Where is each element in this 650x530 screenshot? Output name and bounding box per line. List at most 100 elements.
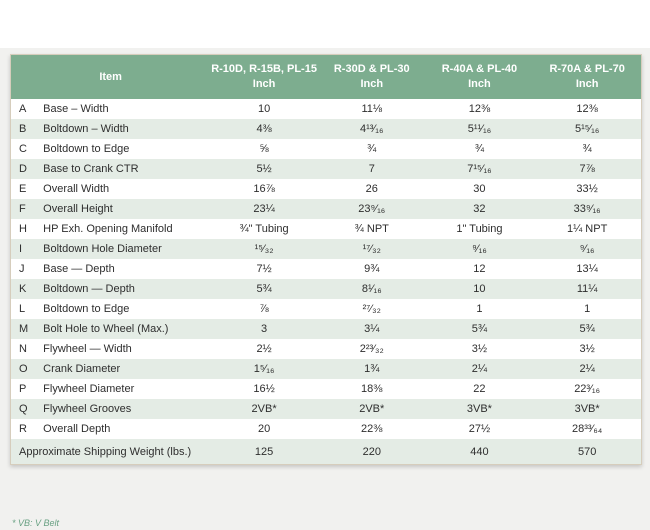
row-value: ²⁷⁄₃₂ xyxy=(362,303,381,315)
row-value: ⁹⁄₁₆ xyxy=(472,243,487,255)
content-area: Item R-10D, R-15B, PL-15 Inch R-30D & PL… xyxy=(0,48,650,530)
spec-table: Item R-10D, R-15B, PL-15 Inch R-30D & PL… xyxy=(11,55,641,464)
row-value: 1⁵⁄₁₆ xyxy=(253,363,275,375)
row-value: 16⅞ xyxy=(253,183,275,195)
row-letter: J xyxy=(19,263,25,275)
row-value: 8¹⁄₁₆ xyxy=(361,283,382,295)
row-item-label: Overall Depth xyxy=(43,423,111,435)
row-letter: E xyxy=(19,183,27,195)
row-value: 22 xyxy=(473,383,486,395)
row-value: ¾" Tubing xyxy=(239,223,289,235)
row-item-label: Base — Depth xyxy=(43,263,115,275)
column-unit-label: Inch xyxy=(468,78,491,90)
row-value: 3½ xyxy=(579,343,595,355)
column-model-label: R-30D & PL-30 xyxy=(333,63,410,76)
column-header-r70a: R-70A & PL-70 Inch xyxy=(533,55,641,99)
row-value: 27½ xyxy=(468,423,491,435)
row-value: 1¼ NPT xyxy=(566,223,608,235)
row-value: 5½ xyxy=(256,163,272,175)
table-row: I Boltdown Hole Diameter ¹⁵⁄₃₂ ¹⁷⁄₃₂ ⁹⁄₁₆ ⁹⁄₁… xyxy=(11,239,641,259)
row-value: 10 xyxy=(257,103,271,115)
row-value: 12⅜ xyxy=(576,103,598,115)
table-row: N Flywheel — Width 2½ 2²³⁄₃₂ 3½ 3½ xyxy=(11,339,641,359)
spec-table-card: Item R-10D, R-15B, PL-15 Inch R-30D & PL… xyxy=(10,54,642,465)
row-item-label: Overall Height xyxy=(43,203,113,215)
row-item-label: Bolt Hole to Wheel (Max.) xyxy=(43,323,169,335)
row-value: 1¾ xyxy=(364,363,380,375)
row-value: 23¼ xyxy=(253,203,275,215)
row-value: 3VB* xyxy=(574,403,600,415)
row-item-label: Boltdown — Depth xyxy=(43,283,135,295)
shipping-weight-value: 440 xyxy=(425,439,534,464)
column-unit-label: Inch xyxy=(252,78,276,90)
row-letter: B xyxy=(19,123,27,135)
row-letter: P xyxy=(19,383,27,395)
row-item-label: HP Exh. Opening Manifold xyxy=(43,223,173,235)
row-value: 1 xyxy=(476,303,483,315)
table-row: A Base – Width 10 11⅛ 12⅜ 12⅜ xyxy=(11,99,641,119)
row-value: 5¹¹⁄₁₆ xyxy=(467,123,492,135)
row-value: 9¾ xyxy=(364,263,380,275)
row-value: 2VB* xyxy=(251,403,277,415)
row-value: 7⅞ xyxy=(579,163,595,175)
shipping-weight-value: 220 xyxy=(317,439,426,464)
table-row: J Base — Depth 7½ 9¾ 12 13¼ xyxy=(11,259,641,279)
row-letter: M xyxy=(19,323,29,335)
row-value: ⁹⁄₁₆ xyxy=(579,243,595,255)
row-value: ⅝ xyxy=(259,143,269,155)
row-item-label: Boltdown to Edge xyxy=(43,143,130,155)
row-letter: D xyxy=(19,163,27,175)
table-row: L Boltdown to Edge ⅞ ²⁷⁄₃₂ 1 1 xyxy=(11,299,641,319)
row-value: 5¾ xyxy=(256,283,272,295)
table-row: K Boltdown — Depth 5¾ 8¹⁄₁₆ 10 11¼ xyxy=(11,279,641,299)
row-value: 12 xyxy=(473,263,486,275)
table-row: F Overall Height 23¼ 23⁹⁄₁₆ 32 33⁹⁄₁₆ xyxy=(11,199,641,219)
column-model-label: R-70A & PL-70 xyxy=(549,63,625,76)
row-value: 4⅜ xyxy=(256,123,272,135)
row-value: 20 xyxy=(257,423,271,435)
table-row: O Crank Diameter 1⁵⁄₁₆ 1¾ 2¼ 2¼ xyxy=(11,359,641,379)
row-value: 1 xyxy=(584,303,591,315)
row-value: 5¾ xyxy=(579,323,595,335)
row-item-label: Flywheel Diameter xyxy=(43,383,135,395)
row-item-label: Base – Width xyxy=(43,103,109,115)
row-item-label: Flywheel Grooves xyxy=(43,403,132,415)
row-item-label: Crank Diameter xyxy=(43,363,121,375)
row-item-label: Boltdown – Width xyxy=(43,123,129,135)
row-value: 2½ xyxy=(256,343,272,355)
row-value: 12⅜ xyxy=(468,103,491,115)
header-row: Item R-10D, R-15B, PL-15 Inch R-30D & PL… xyxy=(11,55,641,99)
table-body: A Base – Width 10 11⅛ 12⅜ 12⅜ B Boltdown – Widt… xyxy=(11,99,641,439)
table-row: B Boltdown – Width 4⅜ 4¹³⁄₁₆ 5¹¹⁄₁₆ 5¹⁵⁄₁₆ xyxy=(11,119,641,139)
row-letter: N xyxy=(19,343,27,355)
row-item-label: Boltdown Hole Diameter xyxy=(43,243,162,255)
item-header-label: Item xyxy=(99,70,122,83)
column-header-r40a: R-40A & PL-40 Inch xyxy=(425,55,534,99)
row-value: 3½ xyxy=(471,343,488,355)
row-value: 33⁹⁄₁₆ xyxy=(573,203,601,215)
row-value: 3 xyxy=(261,323,268,335)
table-row: P Flywheel Diameter 16½ 18⅜ 22 22³⁄₁₆ xyxy=(11,379,641,399)
table-row: C Boltdown to Edge ⅝ ¾ ¾ ¾ xyxy=(11,139,641,159)
row-letter: K xyxy=(19,283,27,295)
row-value: ¹⁷⁄₃₂ xyxy=(362,243,381,255)
row-letter: L xyxy=(19,303,26,315)
row-value: 2¼ xyxy=(579,363,595,375)
column-header-r10d: R-10D, R-15B, PL-15 Inch xyxy=(210,55,318,99)
row-value: ¾ xyxy=(474,143,485,155)
row-item-label: Base to Crank CTR xyxy=(43,163,139,175)
row-value: 4¹³⁄₁₆ xyxy=(360,123,384,135)
row-value: 7 xyxy=(368,163,375,175)
row-value: ¾ xyxy=(582,143,592,155)
row-value: 13¼ xyxy=(576,263,598,275)
row-value: 33½ xyxy=(576,183,598,195)
row-value: 2²³⁄₃₂ xyxy=(359,343,384,355)
row-value: 26 xyxy=(365,183,378,195)
row-value: 7¹⁵⁄₁₆ xyxy=(467,163,492,175)
table-row: D Base to Crank CTR 5½ 7 7¹⁵⁄₁₆ 7⅞ xyxy=(11,159,641,179)
row-letter: A xyxy=(19,103,27,115)
row-value: ¹⁵⁄₃₂ xyxy=(254,243,274,255)
row-value: 3¼ xyxy=(364,323,380,335)
row-value: 22⅜ xyxy=(361,423,383,435)
row-value: 28³³⁄₆₄ xyxy=(571,423,603,435)
